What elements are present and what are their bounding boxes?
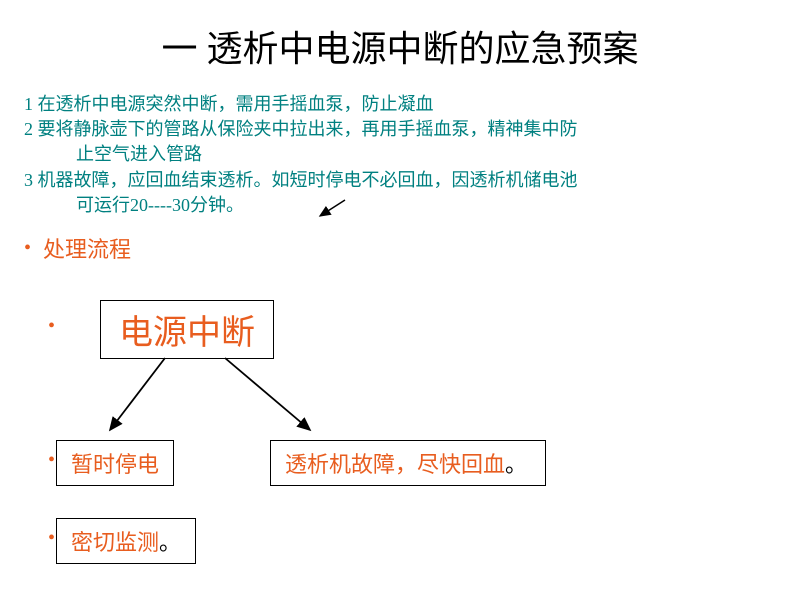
bullet-icon: • — [24, 238, 31, 258]
temporary-outage-box: 暂时停电 — [56, 440, 174, 486]
step-1: 1 在透析中电源突然中断，需用手摇血泵，防止凝血 — [24, 92, 770, 117]
page-title: 一 透析中电源中断的应急预案 — [0, 0, 800, 92]
period: 。 — [505, 452, 527, 477]
machine-fault-box: 透析机故障，尽快回血。 — [270, 440, 546, 486]
step-3-line1: 3 机器故障，应回血结束透析。如短时停电不必回血，因透析机储电池 — [24, 168, 770, 193]
fault-text: 透析机故障，尽快回血 — [285, 452, 505, 477]
process-label-row: • 处理流程 — [0, 232, 800, 264]
bullet-icon: • — [48, 450, 55, 470]
monitor-text: 密切监测 — [71, 530, 159, 555]
step-2-line2: 止空气进入管路 — [24, 142, 770, 167]
bullet-icon: • — [48, 528, 55, 548]
period: 。 — [159, 530, 181, 555]
step-2-line1: 2 要将静脉壶下的管路从保险夹中拉出来，再用手摇血泵，精神集中防 — [24, 117, 770, 142]
step-3-line2: 可运行20----30分钟。 — [24, 193, 770, 218]
process-label: 处理流程 — [43, 232, 131, 264]
power-outage-box: 电源中断 — [100, 300, 274, 359]
monitor-box: 密切监测。 — [56, 518, 196, 564]
right-arrow — [225, 358, 310, 430]
steps-block: 1 在透析中电源突然中断，需用手摇血泵，防止凝血 2 要将静脉壶下的管路从保险夹… — [0, 92, 800, 218]
bullet-icon: • — [48, 316, 55, 336]
left-arrow — [110, 358, 165, 430]
